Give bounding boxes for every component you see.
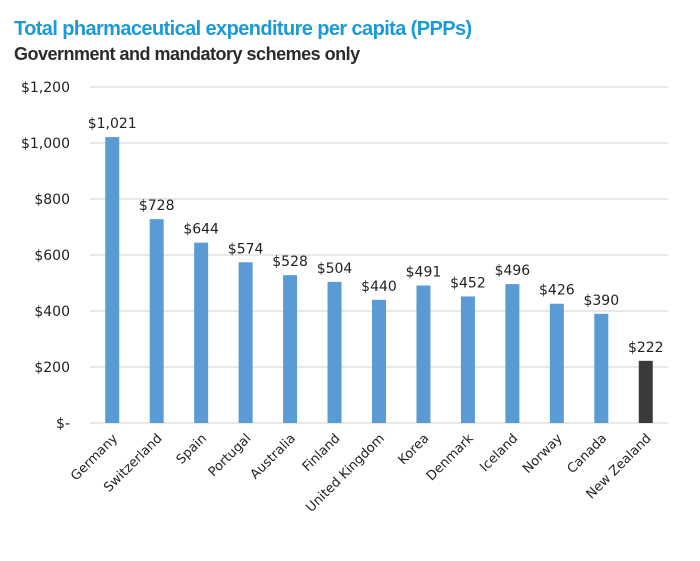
bar-germany (105, 137, 120, 423)
data-label: $452 (450, 275, 486, 291)
bar-australia (283, 275, 298, 423)
bar-new-zealand (638, 360, 653, 423)
data-label: $504 (317, 261, 353, 277)
x-tick-label: Denmark (424, 431, 477, 484)
y-tick-label: $1,000 (21, 136, 70, 152)
data-label: $574 (228, 241, 264, 257)
bar-switzerland (149, 219, 164, 423)
bar-denmark (460, 296, 475, 423)
x-tick-label: Canada (565, 431, 611, 477)
y-tick-label: $1,200 (21, 80, 70, 96)
y-axis-ticks: $- $200 $400 $600 $800 $1,000 $1,200 (21, 80, 70, 432)
data-label: $1,021 (88, 116, 137, 132)
bar-korea (416, 285, 431, 423)
y-tick-label: $600 (34, 248, 70, 264)
x-tick-label: Iceland (477, 431, 521, 475)
x-tick-label: Finland (300, 431, 343, 474)
chart-subtitle: Government and mandatory schemes only (14, 44, 360, 64)
data-label: $222 (628, 340, 664, 356)
x-tick-label: Spain (174, 431, 210, 467)
chart-title: Total pharmaceutical expenditure per cap… (14, 18, 472, 40)
data-label: $728 (139, 198, 175, 214)
bar-finland (327, 281, 342, 423)
bar-spain (194, 242, 209, 423)
y-tick-label: $400 (34, 304, 70, 320)
bar-norway (549, 303, 564, 423)
bar-portugal (238, 262, 253, 423)
data-label: $390 (583, 293, 619, 309)
data-labels: $1,021 $728 $644 $574 $528 $504 $440 $491 $452 $4… (88, 116, 664, 356)
data-label: $491 (406, 265, 442, 281)
bar-united-kingdom (372, 299, 386, 423)
data-label: $528 (272, 254, 308, 270)
data-label: $644 (183, 222, 219, 238)
x-tick-label: Norway (520, 431, 566, 477)
y-tick-label: $200 (34, 360, 70, 376)
data-label: $440 (361, 279, 397, 295)
gridlines (90, 86, 668, 424)
bar-canada (594, 313, 609, 423)
x-tick-label: United Kingdom (303, 431, 387, 515)
data-label: $426 (539, 283, 575, 299)
y-tick-label: $- (56, 416, 70, 432)
data-label: $496 (495, 263, 531, 279)
x-tick-label: Australia (248, 431, 299, 482)
x-tick-label: Korea (396, 431, 433, 468)
y-tick-label: $800 (34, 192, 70, 208)
bar-iceland (505, 284, 520, 423)
bars (105, 137, 653, 423)
